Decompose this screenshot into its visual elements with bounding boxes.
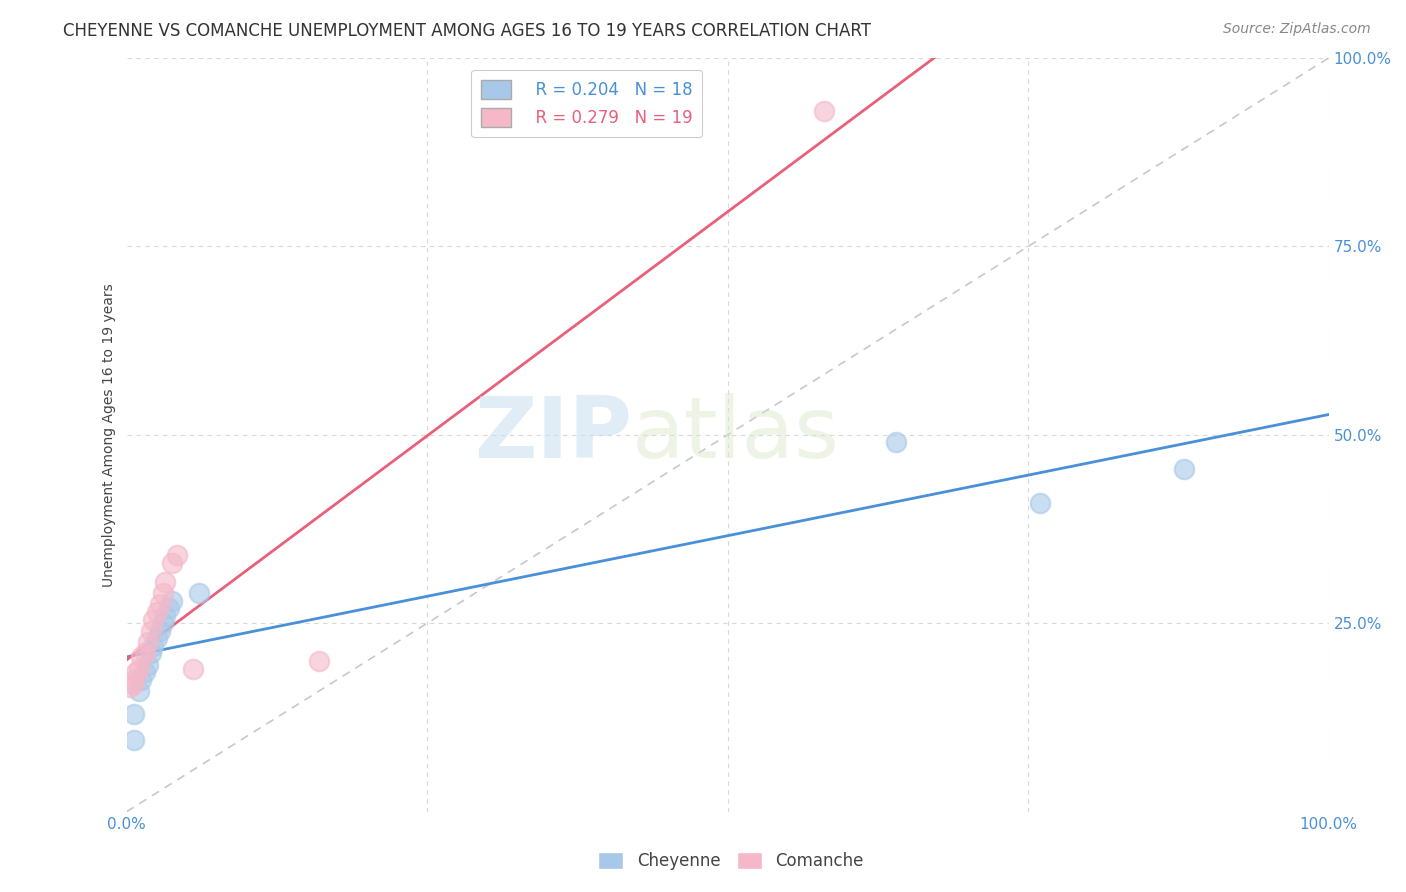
Point [120,681,142,695]
Legend: Cheyenne, Comanche: Cheyenne, Comanche [592,845,870,877]
Point [121,676,143,690]
Point [129,650,152,665]
Point [813,103,835,118]
Y-axis label: Unemployment Among Ages 16 to 19 years: Unemployment Among Ages 16 to 19 years [103,283,117,587]
Point [145,632,167,646]
Point [142,613,165,627]
Point [187,586,209,600]
Text: ZIP: ZIP [474,393,631,476]
Point [153,574,176,589]
Point [149,624,172,638]
Point [139,624,162,638]
Point [134,647,156,661]
Point [122,733,145,747]
Point [149,598,172,612]
Point [152,616,174,631]
Point [128,661,150,675]
Point [308,654,330,668]
Point [884,435,907,450]
Text: CHEYENNE VS COMANCHE UNEMPLOYMENT AMONG AGES 16 TO 19 YEARS CORRELATION CHART: CHEYENNE VS COMANCHE UNEMPLOYMENT AMONG … [63,22,872,40]
Point [129,673,152,687]
Point [1173,462,1195,476]
Point [145,605,167,619]
Point [142,639,165,653]
Point [136,635,159,649]
Point [181,661,204,675]
Point [166,549,188,563]
Point [1029,496,1052,510]
Point [125,665,148,680]
Point [122,673,145,687]
Point [128,684,150,698]
Point [153,608,176,623]
Point [160,556,183,570]
Point [157,601,180,615]
Point [136,657,159,672]
Point [139,647,162,661]
Point [134,665,156,680]
Point [152,586,174,600]
Legend:   R = 0.204   N = 18,   R = 0.279   N = 19: R = 0.204 N = 18, R = 0.279 N = 19 [471,70,703,136]
Text: Source: ZipAtlas.com: Source: ZipAtlas.com [1223,22,1371,37]
Point [122,706,145,721]
Point [160,593,183,607]
Text: atlas: atlas [631,393,839,476]
